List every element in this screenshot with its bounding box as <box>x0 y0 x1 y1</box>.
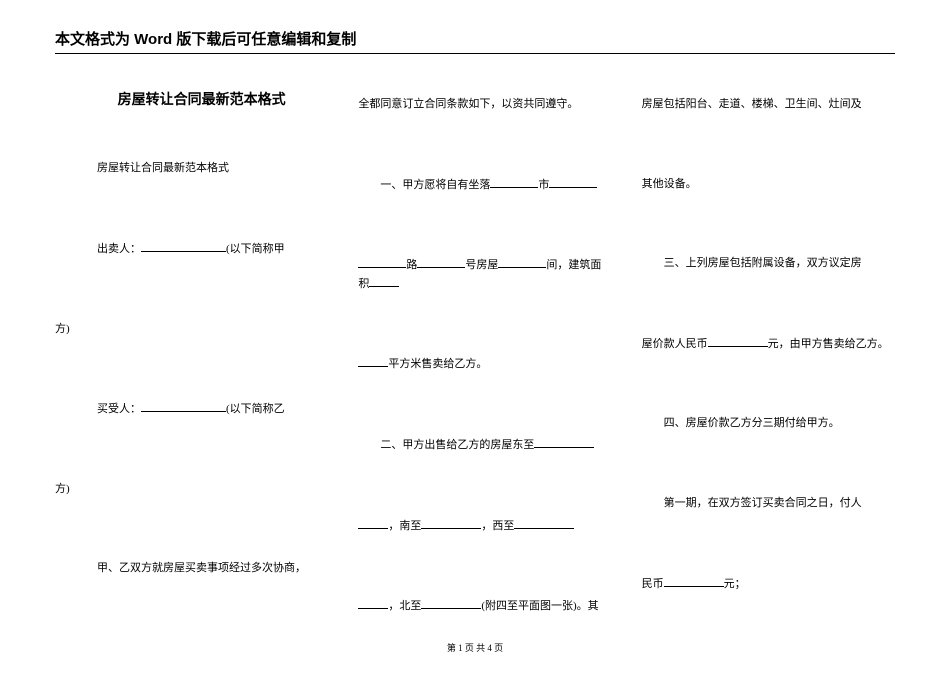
one-city: 市 <box>538 179 549 191</box>
road-pre: 路 <box>406 259 417 271</box>
price-line: 屋价款人民币 元，由甲方售卖给乙方。 <box>642 335 895 354</box>
road-line: 路号房屋间，建筑面积 <box>358 256 611 293</box>
north-suf: (附四至平面图一张)。其 <box>481 600 598 612</box>
two-text: 二、甲方出售给乙方的房屋东至 <box>380 439 534 451</box>
column-1: 房屋转让合同最新范本格式 房屋转让合同最新范本格式 出卖人：(以下简称甲 方) … <box>75 88 328 678</box>
subtitle-line: 房屋转让合同最新范本格式 <box>75 160 328 178</box>
page-number: 第 1 页 共 4 页 <box>447 643 503 653</box>
seller-blank <box>141 240 226 252</box>
sqm-text: 平方米售卖给乙方。 <box>388 358 487 370</box>
north-blank0 <box>358 597 388 609</box>
seller-line: 出卖人： (以下简称甲 <box>75 240 328 259</box>
clause-three: 三、上列房屋包括附属设备，双方议定房 <box>642 255 895 273</box>
page-footer: 第 1 页 共 4 页 <box>0 641 950 654</box>
other-line: 其他设备。 <box>642 176 895 194</box>
phase1-line: 第一期，在双方签订买卖合同之日，付人 <box>642 495 895 513</box>
buyer-line: 买受人： (以下简称乙 <box>75 400 328 419</box>
column-2: 全都同意订立合同条款如下，以资共同遵守。 一、甲方愿将自有坐落市 路号房屋间，建… <box>358 88 611 678</box>
sqm-blank <box>358 355 388 367</box>
clause-one: 一、甲方愿将自有坐落 市 <box>358 176 611 195</box>
include-line: 房屋包括阳台、走道、楼梯、卫生间、灶间及 <box>642 96 895 114</box>
rmb-suf: 元； <box>724 578 746 590</box>
agree-line: 全都同意订立合同条款如下，以资共同遵守。 <box>358 96 611 114</box>
sw-blank0 <box>358 517 388 529</box>
seller-suffix: (以下简称甲 <box>226 243 285 255</box>
north-line: ，北至 (附四至平面图一张)。其 <box>358 597 611 616</box>
sqm-line: 平方米售卖给乙方。 <box>358 355 611 374</box>
header-text: 本文格式为 Word 版下载后可任意编辑和复制 <box>55 31 356 48</box>
south-blank <box>421 517 481 529</box>
price-blank <box>708 335 768 347</box>
document-title: 房屋转让合同最新范本格式 <box>75 88 328 110</box>
south-west-line: ，南至 ，西至 <box>358 517 611 536</box>
price-suf: 元，由甲方售卖给乙方。 <box>768 338 889 350</box>
negotiate-line: 甲、乙双方就房屋买卖事项经过多次协商， <box>75 560 328 578</box>
rmb-blank <box>664 575 724 587</box>
road-blank1 <box>358 256 406 268</box>
document-body: 房屋转让合同最新范本格式 房屋转让合同最新范本格式 出卖人：(以下简称甲 方) … <box>75 88 895 678</box>
buyer-suffix: (以下简称乙 <box>226 403 285 415</box>
clause-two: 二、甲方出售给乙方的房屋东至 <box>358 436 611 455</box>
east-blank <box>534 436 594 448</box>
west-pre: ，西至 <box>481 520 514 532</box>
city-blank <box>490 176 538 188</box>
area-blank <box>369 275 399 287</box>
buyer-blank <box>141 400 226 412</box>
south-pre: ，南至 <box>388 520 421 532</box>
buyer-label: 买受人： <box>97 403 141 415</box>
party-a-close: 方) <box>55 321 328 339</box>
document-header: 本文格式为 Word 版下载后可任意编辑和复制 <box>55 28 895 54</box>
party-b-close: 方) <box>55 481 328 499</box>
road-blank3 <box>498 256 546 268</box>
clause-four: 四、房屋价款乙方分三期付给甲方。 <box>642 415 895 433</box>
north-pre: ，北至 <box>388 600 421 612</box>
west-blank <box>514 517 574 529</box>
road-blank2 <box>417 256 465 268</box>
column-3: 房屋包括阳台、走道、楼梯、卫生间、灶间及 其他设备。 三、上列房屋包括附属设备，… <box>642 88 895 678</box>
city-blank2 <box>549 176 597 188</box>
seller-label: 出卖人： <box>97 243 141 255</box>
one-pre: 一、甲方愿将自有坐落 <box>380 179 490 191</box>
rmb-pre: 民币 <box>642 578 664 590</box>
road-mid: 号房屋 <box>465 259 498 271</box>
price-pre: 屋价款人民币 <box>642 338 708 350</box>
rmb-line: 民币 元； <box>642 575 895 594</box>
north-blank <box>421 597 481 609</box>
